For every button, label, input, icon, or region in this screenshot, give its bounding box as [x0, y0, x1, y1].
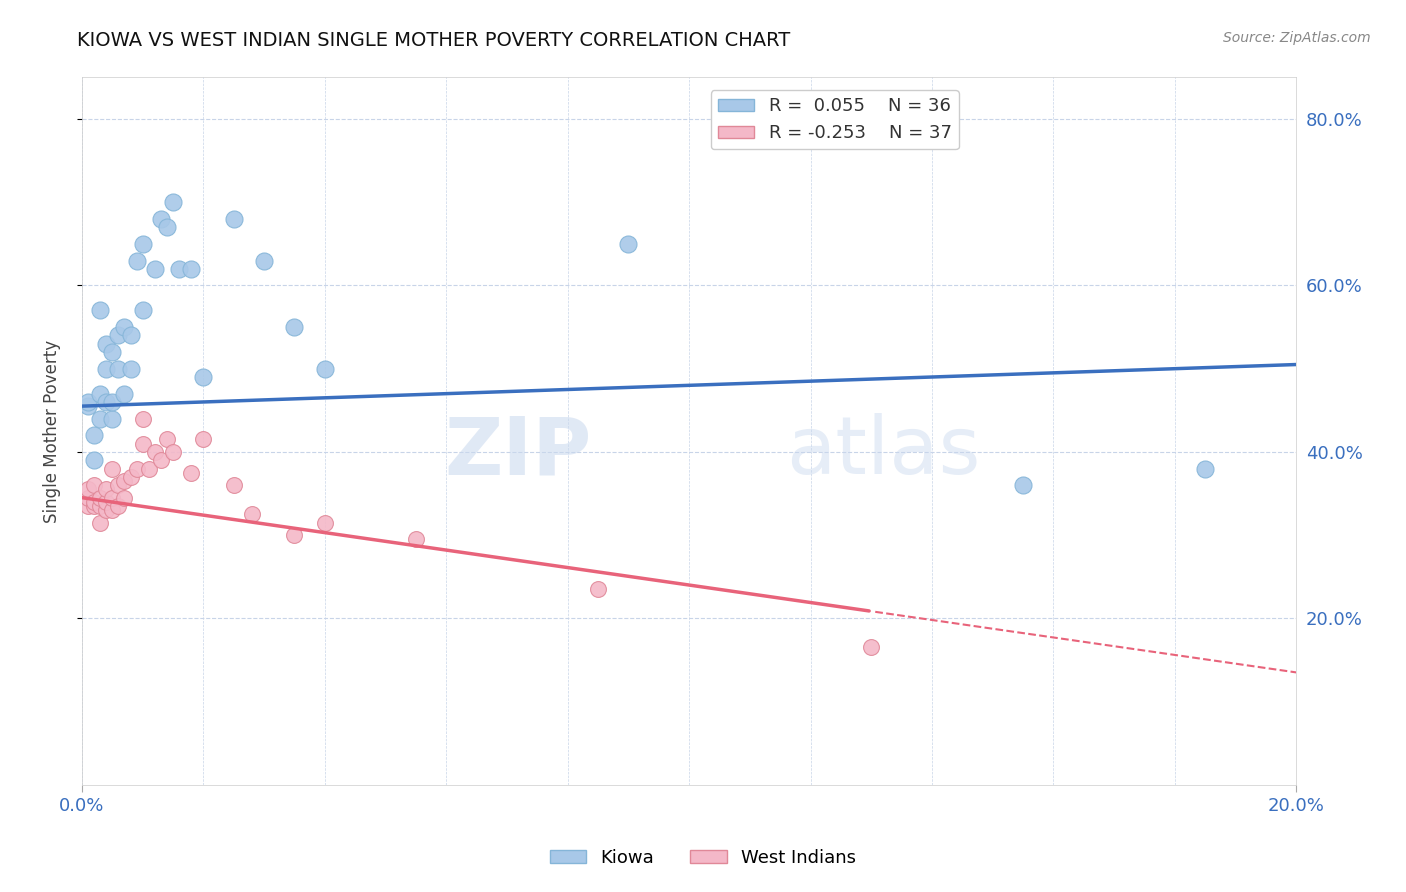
Point [89, 499, 111, 513]
Point [77, 399, 100, 413]
Point [180, 466, 202, 480]
Point [162, 195, 184, 210]
Point [860, 640, 883, 655]
Point [222, 211, 245, 226]
Point [405, 533, 427, 547]
Point [143, 445, 166, 459]
Point [149, 453, 172, 467]
Point [96, 395, 118, 409]
Point [77, 491, 100, 505]
Point [586, 582, 609, 597]
Point [240, 508, 263, 522]
Point [314, 516, 336, 530]
Point [83, 495, 105, 509]
Point [89, 303, 111, 318]
Point [107, 499, 129, 513]
Point [193, 433, 215, 447]
Point [617, 236, 640, 251]
Point [314, 361, 336, 376]
Point [114, 474, 136, 488]
Point [114, 320, 136, 334]
Point [114, 491, 136, 505]
Point [120, 328, 142, 343]
Point [138, 461, 160, 475]
Point [131, 303, 153, 318]
Text: ZIP: ZIP [444, 413, 592, 491]
Point [120, 361, 142, 376]
Point [193, 370, 215, 384]
Legend: Kiowa, West Indians: Kiowa, West Indians [543, 842, 863, 874]
Point [77, 395, 100, 409]
Point [101, 411, 124, 425]
Point [283, 528, 305, 542]
Point [125, 461, 148, 475]
Point [120, 470, 142, 484]
Point [131, 411, 153, 425]
Point [77, 499, 100, 513]
Point [114, 386, 136, 401]
Point [101, 461, 124, 475]
Point [283, 320, 305, 334]
Legend: R =  0.055    N = 36, R = -0.253    N = 37: R = 0.055 N = 36, R = -0.253 N = 37 [711, 90, 959, 150]
Point [101, 491, 124, 505]
Point [101, 503, 124, 517]
Point [107, 478, 129, 492]
Point [89, 411, 111, 425]
Point [156, 220, 179, 235]
Point [162, 445, 184, 459]
Point [96, 361, 118, 376]
Point [96, 495, 118, 509]
Text: Source: ZipAtlas.com: Source: ZipAtlas.com [1223, 31, 1371, 45]
Point [83, 499, 105, 513]
Point [1194, 461, 1216, 475]
Point [96, 336, 118, 351]
Point [149, 211, 172, 226]
Point [131, 436, 153, 450]
Point [101, 395, 124, 409]
Point [131, 236, 153, 251]
Point [89, 516, 111, 530]
Point [1012, 478, 1035, 492]
Point [89, 386, 111, 401]
Y-axis label: Single Mother Poverty: Single Mother Poverty [44, 340, 60, 523]
Point [83, 478, 105, 492]
Point [253, 253, 276, 268]
Text: atlas: atlas [786, 413, 980, 491]
Point [96, 503, 118, 517]
Point [89, 491, 111, 505]
Point [96, 483, 118, 497]
Point [83, 428, 105, 442]
Point [222, 478, 245, 492]
Point [180, 261, 202, 276]
Point [156, 433, 179, 447]
Point [125, 253, 148, 268]
Point [101, 345, 124, 359]
Point [77, 483, 100, 497]
Text: KIOWA VS WEST INDIAN SINGLE MOTHER POVERTY CORRELATION CHART: KIOWA VS WEST INDIAN SINGLE MOTHER POVER… [77, 31, 790, 50]
Point [143, 261, 166, 276]
Point [167, 261, 190, 276]
Point [83, 453, 105, 467]
Point [107, 361, 129, 376]
Point [107, 328, 129, 343]
